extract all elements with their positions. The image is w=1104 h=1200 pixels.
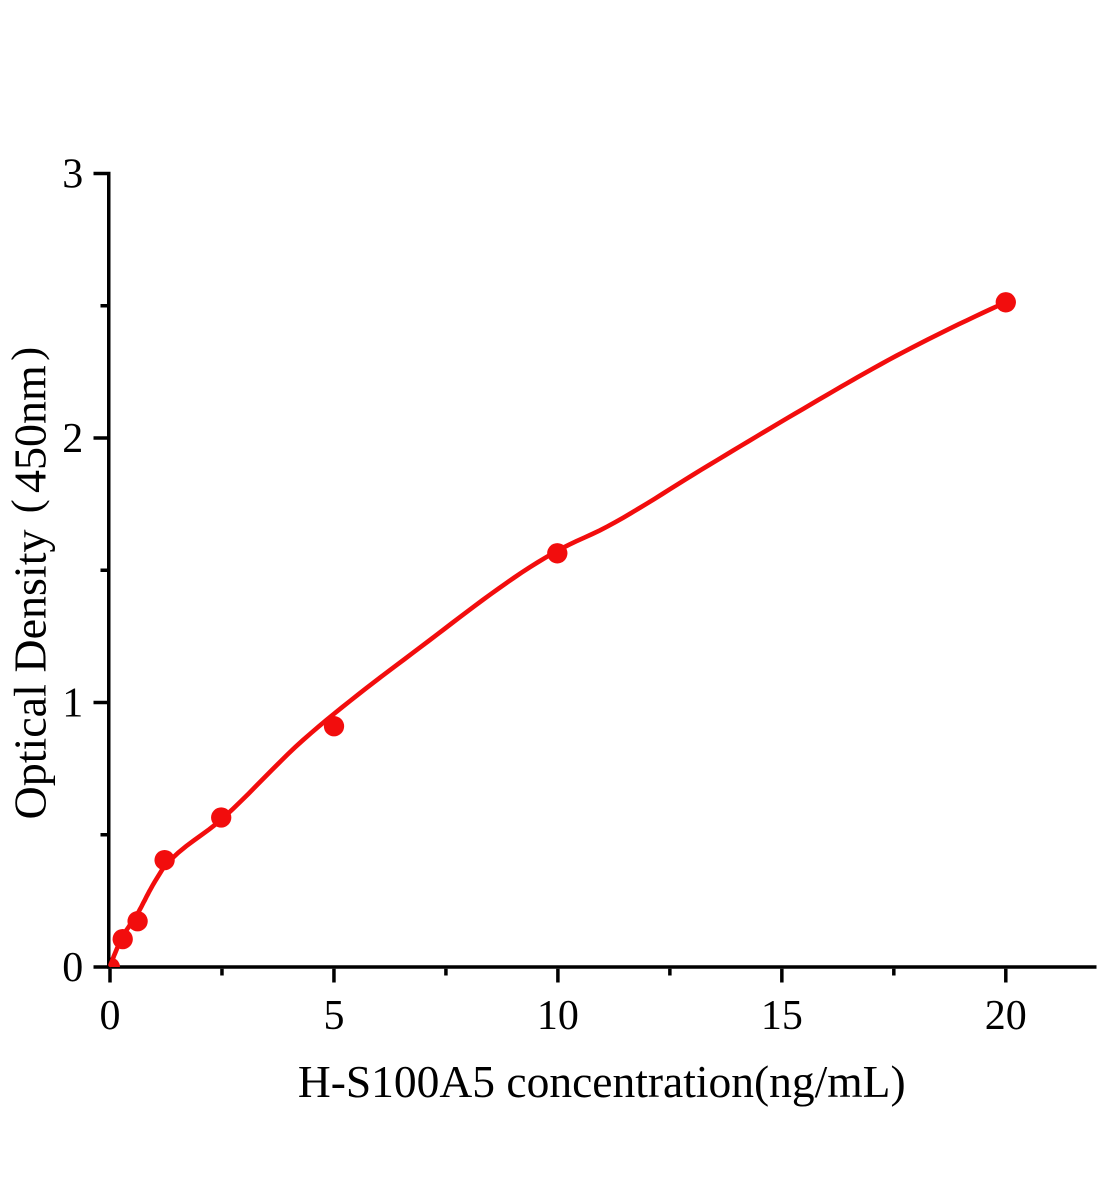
svg-text:20: 20 — [985, 993, 1027, 1039]
svg-text:0: 0 — [62, 945, 83, 991]
svg-text:Optical Density(450nm): Optical Density(450nm) — [5, 347, 56, 820]
svg-text:15: 15 — [761, 993, 803, 1039]
svg-text:5: 5 — [323, 993, 344, 1039]
svg-text:10: 10 — [537, 993, 579, 1039]
svg-text:2: 2 — [62, 416, 83, 462]
svg-text:1: 1 — [62, 681, 83, 727]
svg-text:0: 0 — [100, 993, 121, 1039]
svg-text:3: 3 — [62, 152, 83, 198]
svg-text:H-S100A5 concentration(ng/mL): H-S100A5 concentration(ng/mL) — [298, 1056, 906, 1107]
